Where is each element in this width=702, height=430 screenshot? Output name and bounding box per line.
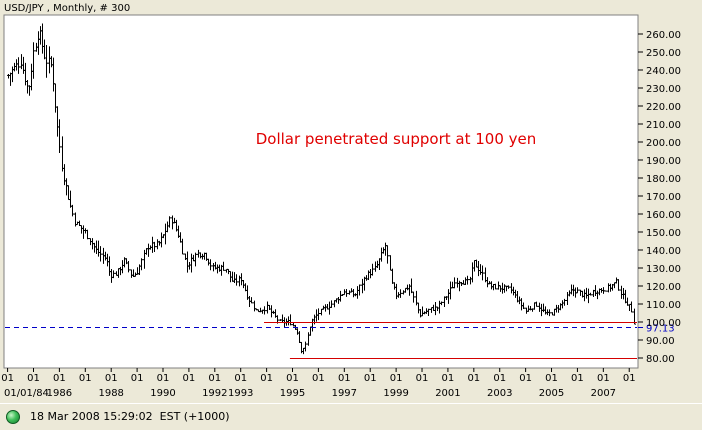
- y-tick-label: 240.00: [646, 66, 681, 77]
- y-tick-label: 250.00: [646, 48, 681, 59]
- x-month-tick-label: 01: [105, 373, 118, 384]
- x-month-tick-label: 01: [597, 373, 610, 384]
- y-tick-label: 230.00: [646, 84, 681, 95]
- x-month-tick-label: 01: [467, 373, 480, 384]
- status-timestamp: 18 Mar 2008 15:29:02 EST (+1000): [30, 410, 230, 423]
- x-year-label: 2003: [487, 388, 512, 399]
- x-year-label: 01/01/84: [4, 388, 49, 399]
- y-tick-label: 160.00: [646, 210, 681, 221]
- y-tick-label: 90.00: [646, 336, 675, 347]
- status-bar: 18 Mar 2008 15:29:02 EST (+1000): [0, 403, 702, 430]
- x-month-tick-label: 01: [131, 373, 144, 384]
- y-tick-label: 80.00: [646, 354, 675, 365]
- y-tick-label: 220.00: [646, 102, 681, 113]
- y-axis: 80.00 90.00 100.00 110.00 120.00 130.00 140.00…: [638, 30, 681, 365]
- x-year-label: 2001: [435, 388, 460, 399]
- x-year-label: 1999: [383, 388, 408, 399]
- x-year-label: 2005: [539, 388, 564, 399]
- y-tick-label: 180.00: [646, 174, 681, 185]
- x-month-tick-label: 01: [183, 373, 196, 384]
- x-year-label: 1988: [98, 388, 123, 399]
- x-month-tick-label: 01: [364, 373, 377, 384]
- x-axis: 01 01 01 01 01 01 01 01 01 01 01 01 01 01 01 01 01 01 01 01…: [1, 368, 636, 399]
- y-tick-label: 200.00: [646, 138, 681, 149]
- y-tick-label: 120.00: [646, 282, 681, 293]
- x-month-tick-label: 01: [27, 373, 40, 384]
- x-month-tick-label: 01: [157, 373, 170, 384]
- y-tick-label: 100.00: [646, 318, 681, 329]
- y-tick-label: 110.00: [646, 300, 681, 311]
- connection-status-icon: [6, 410, 20, 424]
- x-month-tick-label: 01: [519, 373, 532, 384]
- x-month-tick-label: 01: [571, 373, 584, 384]
- last-price-label: 97.13: [646, 324, 675, 335]
- x-month-tick-label: 01: [79, 373, 92, 384]
- x-month-tick-label: 01: [260, 373, 273, 384]
- x-month-tick-label: 01: [234, 373, 247, 384]
- chart-annotation: Dollar penetrated support at 100 yen: [256, 130, 537, 148]
- x-year-label: 1992: [202, 388, 227, 399]
- x-year-label: 1990: [150, 388, 175, 399]
- x-month-tick-label: 01: [545, 373, 558, 384]
- y-tick-label: 150.00: [646, 228, 681, 239]
- reference-lines: 97.13: [5, 322, 675, 359]
- x-month-tick-label: 01: [623, 373, 636, 384]
- price-bars: [7, 23, 636, 355]
- x-month-tick-label: 01: [338, 373, 351, 384]
- y-tick-label: 260.00: [646, 30, 681, 41]
- x-month-tick-label: 01: [53, 373, 66, 384]
- x-month-tick-label: 01: [312, 373, 325, 384]
- x-year-label: 1997: [332, 388, 357, 399]
- chart-title: USD/JPY , Monthly, # 300: [4, 3, 130, 14]
- y-tick-label: 190.00: [646, 156, 681, 167]
- y-tick-label: 170.00: [646, 192, 681, 203]
- x-year-label: 1993: [228, 388, 253, 399]
- y-tick-label: 140.00: [646, 246, 681, 257]
- x-year-label: 2007: [591, 388, 616, 399]
- x-year-label: 1995: [280, 388, 305, 399]
- usdjpy-chart: USD/JPY , Monthly, # 300 97.13 80.00 90.0…: [1, 3, 681, 399]
- x-month-tick-label: 01: [442, 373, 455, 384]
- x-month-tick-label: 01: [493, 373, 506, 384]
- x-month-tick-label: 01: [390, 373, 403, 384]
- y-tick-label: 210.00: [646, 120, 681, 131]
- x-month-tick-label: 01: [286, 373, 299, 384]
- x-month-tick-label: 01: [416, 373, 429, 384]
- y-tick-label: 130.00: [646, 264, 681, 275]
- x-month-tick-label: 01: [208, 373, 221, 384]
- x-month-tick-label: 01: [1, 373, 14, 384]
- x-year-label: 1986: [47, 388, 72, 399]
